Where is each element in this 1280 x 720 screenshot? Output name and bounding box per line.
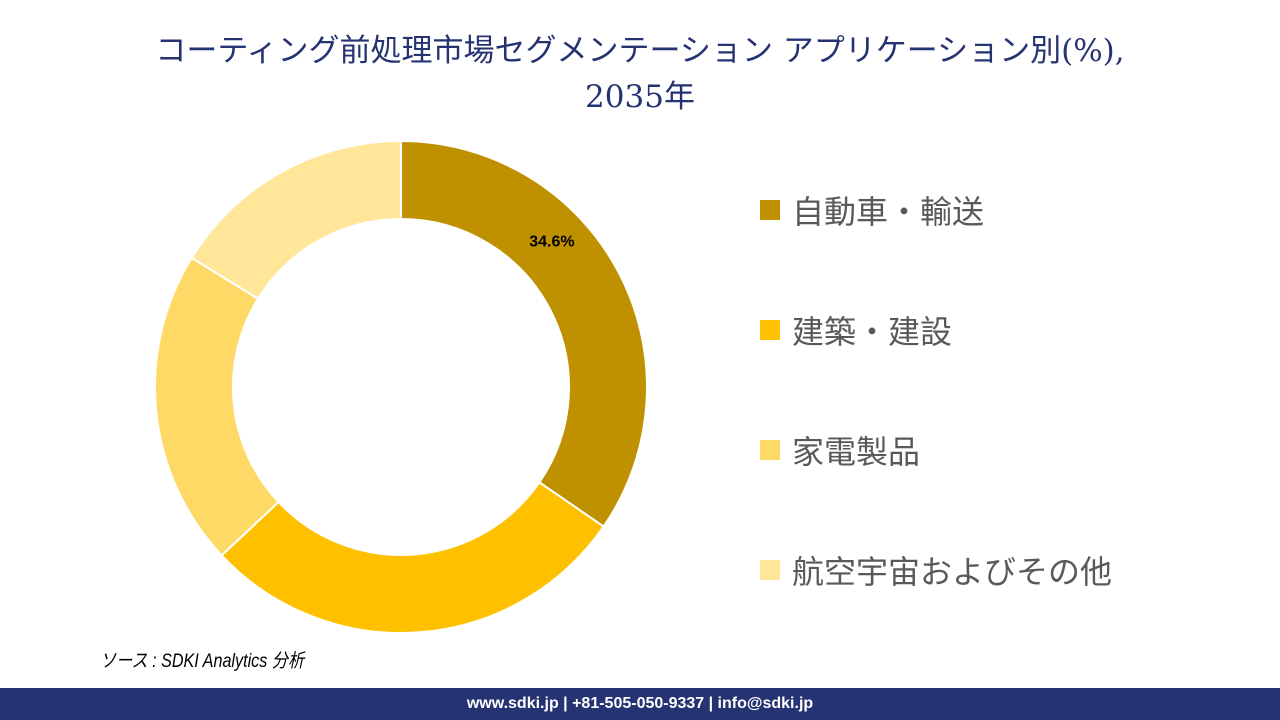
legend-label: 建築・建設 [792,313,953,351]
source-note: ソース : SDKI Analytics 分析 [100,651,305,672]
legend: 自動車・輸送 建築・建設 家電製品 航空宇宙およびその他 [760,180,1112,600]
donut-slice [220,480,605,634]
title-line-2: 2035年 [585,79,695,115]
donut-slice [154,256,280,557]
legend-swatch [760,320,780,340]
legend-item: 自動車・輸送 [760,180,1112,240]
legend-item: 航空宇宙およびその他 [760,540,1112,600]
footer-contact: www.sdki.jp | +81-505-050-9337 | info@sd… [0,688,1280,720]
legend-label: 自動車・輸送 [792,193,985,231]
legend-swatch [760,560,780,580]
legend-swatch [760,440,780,460]
chart-title: コーティング前処理市場セグメンテーション アプリケーション別(%), 2035年 [0,28,1280,120]
legend-item: 家電製品 [760,420,1112,480]
data-label: 34.6% [529,234,574,251]
title-line-1: コーティング前処理市場セグメンテーション アプリケーション別(%), [155,33,1125,69]
legend-label: 家電製品 [792,433,921,471]
donut-slice [190,139,402,301]
legend-swatch [760,200,780,220]
legend-item: 建築・建設 [760,300,1112,360]
legend-label: 航空宇宙およびその他 [792,553,1113,591]
donut-slice [400,139,648,528]
